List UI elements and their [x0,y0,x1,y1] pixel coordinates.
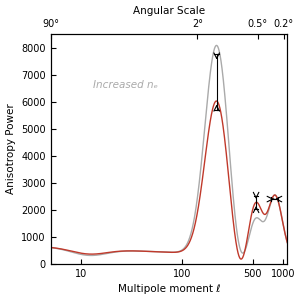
X-axis label: Multipole moment ℓ: Multipole moment ℓ [118,284,220,294]
Text: Increased nₑ: Increased nₑ [93,80,158,90]
Y-axis label: Anisotropy Power: Anisotropy Power [5,103,16,194]
X-axis label: Angular Scale: Angular Scale [133,6,205,16]
